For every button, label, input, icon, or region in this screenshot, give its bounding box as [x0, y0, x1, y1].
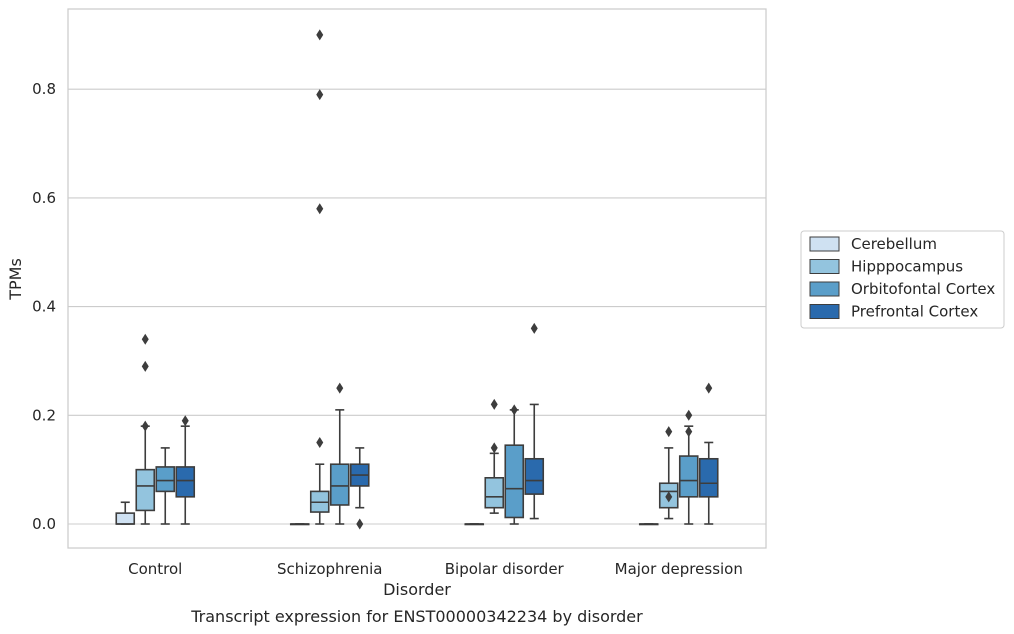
box-iqr	[678, 455, 699, 498]
x-axis-ticks: Control Schizophrenia Bipolar disorder Majo…	[128, 560, 743, 578]
box-iqr	[155, 466, 176, 493]
box-orbitofontal-cortex-0	[155, 447, 176, 525]
outlier-point	[316, 29, 324, 41]
y-tick-label: 0.0	[32, 515, 56, 533]
legend-swatch	[809, 236, 840, 252]
box-iqr	[115, 512, 136, 525]
legend-label: Hipppocampus	[851, 258, 963, 276]
legend-label: Prefrontal Cortex	[851, 303, 978, 321]
box-iqr	[484, 477, 505, 509]
outlier-point	[530, 322, 538, 334]
outlier-point	[336, 382, 344, 394]
outlier-point	[665, 426, 673, 438]
box-prefrontal-cortex-2	[524, 322, 545, 520]
box-hipppocampus-2	[484, 398, 505, 514]
outlier-point	[316, 89, 324, 101]
x-tick-label: Schizophrenia	[277, 560, 382, 578]
box-orbitofontal-cortex-2	[504, 404, 525, 525]
y-tick-label: 0.2	[32, 406, 56, 424]
legend-swatch	[809, 259, 840, 274]
box-iqr	[135, 468, 156, 512]
box-prefrontal-cortex-3	[698, 382, 719, 525]
legend-swatch	[809, 281, 840, 297]
box-hipppocampus-1	[309, 29, 330, 525]
box-prefrontal-cortex-0	[175, 415, 196, 525]
outlier-point	[705, 382, 713, 394]
plot-frame	[67, 8, 767, 549]
outlier-point	[181, 415, 189, 427]
y-tick-label: 0.4	[32, 298, 56, 316]
legend-label: Cerebellum	[851, 235, 937, 253]
box-prefrontal-cortex-1	[349, 447, 370, 530]
x-axis-label: Disorder	[383, 580, 451, 599]
box-iqr	[329, 463, 350, 506]
outlier-point	[510, 404, 518, 416]
outlier-point	[141, 360, 149, 372]
box-cerebellum-3	[638, 523, 659, 526]
y-tick-label: 0.6	[32, 189, 56, 207]
legend-swatch	[809, 304, 840, 319]
outlier-point	[685, 426, 693, 438]
grid-lines	[68, 88, 766, 525]
outlier-point	[665, 491, 673, 503]
x-tick-label: Bipolar disorder	[445, 560, 565, 578]
box-iqr	[504, 444, 525, 519]
box-hipppocampus-0	[135, 333, 156, 525]
outlier-point	[685, 409, 693, 421]
box-cerebellum-0	[115, 501, 136, 525]
box-orbitofontal-cortex-1	[329, 382, 350, 525]
y-tick-label: 0.8	[32, 80, 56, 98]
box-iqr	[175, 466, 196, 498]
outlier-point	[490, 442, 498, 454]
y-axis-ticks: 0.0 0.2 0.4 0.6 0.8	[32, 80, 56, 533]
x-tick-label: Control	[128, 560, 182, 578]
chart-caption: Transcript expression for ENST0000034223…	[190, 607, 643, 626]
box-iqr	[698, 457, 719, 498]
box-cerebellum-2	[464, 523, 485, 526]
legend-frame	[800, 230, 1005, 329]
box-plot-area	[115, 29, 719, 530]
box-iqr	[524, 457, 545, 495]
outlier-point	[316, 436, 324, 448]
x-tick-label: Major depression	[615, 560, 743, 578]
outlier-point	[356, 518, 364, 530]
box-cerebellum-1	[289, 523, 310, 526]
outlier-point	[141, 333, 149, 345]
outlier-point	[141, 420, 149, 432]
legend: Cerebellum Hipppocampus Orbitofontal Corte…	[800, 230, 1005, 329]
outlier-point	[316, 203, 324, 215]
legend-label: Orbitofontal Cortex	[851, 280, 995, 298]
box-hipppocampus-3	[658, 426, 679, 520]
box-orbitofontal-cortex-3	[678, 409, 699, 525]
outlier-point	[490, 398, 498, 410]
y-axis-label: TPMs	[6, 258, 25, 301]
